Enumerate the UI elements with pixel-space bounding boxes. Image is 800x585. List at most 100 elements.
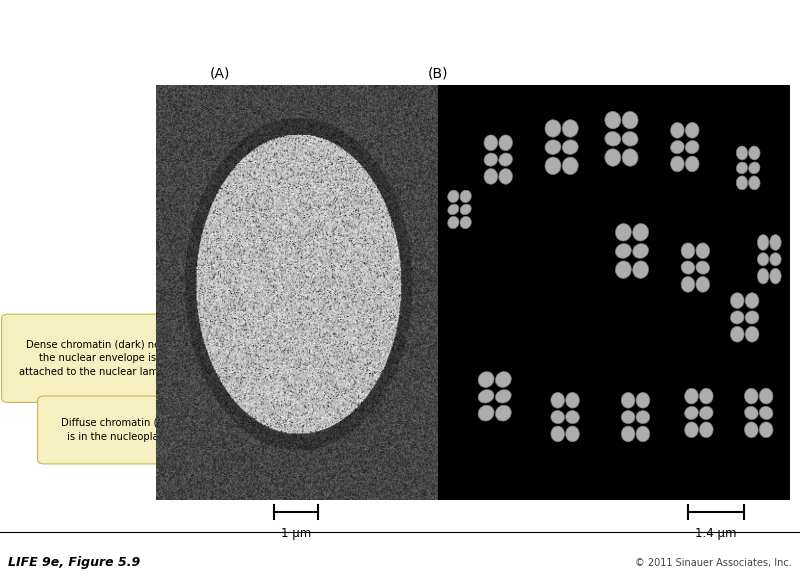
Ellipse shape [605, 149, 621, 166]
Ellipse shape [699, 407, 713, 419]
Ellipse shape [605, 111, 621, 129]
Ellipse shape [749, 146, 760, 160]
Ellipse shape [622, 411, 635, 424]
Ellipse shape [498, 168, 513, 184]
Ellipse shape [759, 407, 773, 419]
Ellipse shape [622, 111, 638, 129]
Ellipse shape [460, 190, 471, 202]
Ellipse shape [636, 393, 650, 408]
Ellipse shape [605, 132, 621, 146]
Ellipse shape [699, 422, 713, 438]
Ellipse shape [460, 204, 471, 215]
Ellipse shape [484, 168, 498, 184]
Ellipse shape [495, 405, 511, 421]
Ellipse shape [670, 140, 684, 154]
Ellipse shape [770, 235, 781, 250]
Text: (A): (A) [210, 66, 230, 80]
Ellipse shape [758, 235, 769, 250]
Ellipse shape [615, 243, 631, 259]
Ellipse shape [566, 411, 579, 424]
Ellipse shape [681, 277, 695, 292]
Ellipse shape [686, 140, 699, 154]
Ellipse shape [633, 243, 649, 259]
Ellipse shape [562, 157, 578, 174]
Ellipse shape [745, 388, 758, 404]
Ellipse shape [759, 422, 773, 438]
Ellipse shape [495, 371, 511, 387]
Ellipse shape [545, 140, 561, 154]
Ellipse shape [686, 122, 699, 138]
Ellipse shape [478, 390, 494, 403]
Ellipse shape [551, 426, 565, 442]
Ellipse shape [478, 405, 494, 421]
Ellipse shape [730, 311, 744, 324]
Ellipse shape [551, 411, 565, 424]
Ellipse shape [498, 135, 513, 150]
Ellipse shape [633, 223, 649, 241]
Ellipse shape [622, 393, 635, 408]
Ellipse shape [484, 135, 498, 150]
Ellipse shape [615, 223, 631, 241]
Ellipse shape [745, 326, 759, 342]
Ellipse shape [622, 149, 638, 166]
Ellipse shape [545, 157, 561, 174]
Text: © 2011 Sinauer Associates, Inc.: © 2011 Sinauer Associates, Inc. [635, 558, 792, 568]
Ellipse shape [551, 393, 565, 408]
Ellipse shape [730, 326, 744, 342]
Ellipse shape [484, 153, 498, 166]
Ellipse shape [758, 253, 769, 266]
Ellipse shape [758, 269, 769, 284]
Ellipse shape [685, 422, 698, 438]
Ellipse shape [730, 292, 744, 308]
Ellipse shape [681, 261, 695, 274]
Ellipse shape [495, 390, 511, 403]
Ellipse shape [745, 422, 758, 438]
Ellipse shape [745, 311, 759, 324]
Text: 1 μm: 1 μm [281, 526, 311, 539]
Ellipse shape [770, 269, 781, 284]
Ellipse shape [448, 216, 459, 229]
Text: 1.4 μm: 1.4 μm [695, 526, 737, 539]
Ellipse shape [636, 411, 650, 424]
Ellipse shape [566, 426, 579, 442]
Ellipse shape [545, 120, 561, 137]
Text: (B): (B) [428, 66, 449, 80]
Ellipse shape [770, 253, 781, 266]
Ellipse shape [696, 261, 710, 274]
FancyBboxPatch shape [38, 396, 206, 464]
Ellipse shape [622, 426, 635, 442]
Ellipse shape [448, 190, 459, 202]
Ellipse shape [745, 292, 759, 308]
Ellipse shape [736, 146, 748, 160]
Ellipse shape [759, 388, 773, 404]
Ellipse shape [745, 407, 758, 419]
Ellipse shape [499, 153, 513, 166]
Ellipse shape [736, 162, 748, 174]
Ellipse shape [448, 204, 459, 215]
Ellipse shape [736, 176, 748, 190]
Ellipse shape [686, 156, 699, 172]
Text: Dense chromatin (dark) near
the nuclear envelope is
attached to the nuclear lami: Dense chromatin (dark) near the nuclear … [19, 339, 177, 377]
Ellipse shape [622, 132, 638, 146]
FancyBboxPatch shape [2, 314, 194, 402]
Ellipse shape [670, 122, 684, 138]
Ellipse shape [670, 156, 684, 172]
Ellipse shape [699, 388, 713, 404]
Ellipse shape [696, 243, 710, 259]
Ellipse shape [636, 426, 650, 442]
Ellipse shape [681, 243, 695, 259]
Ellipse shape [460, 216, 471, 229]
Text: LIFE 9e, Figure 5.9: LIFE 9e, Figure 5.9 [8, 556, 140, 569]
Ellipse shape [633, 261, 649, 278]
Ellipse shape [685, 388, 698, 404]
Ellipse shape [566, 393, 579, 408]
Ellipse shape [562, 120, 578, 137]
Ellipse shape [478, 371, 494, 387]
Ellipse shape [685, 407, 698, 419]
Ellipse shape [749, 162, 760, 174]
Ellipse shape [749, 176, 760, 190]
Ellipse shape [562, 140, 578, 154]
Ellipse shape [615, 261, 631, 278]
Text: Diffuse chromatin (light)
is in the nucleoplasm.: Diffuse chromatin (light) is in the nucl… [61, 418, 183, 442]
Ellipse shape [696, 277, 710, 292]
